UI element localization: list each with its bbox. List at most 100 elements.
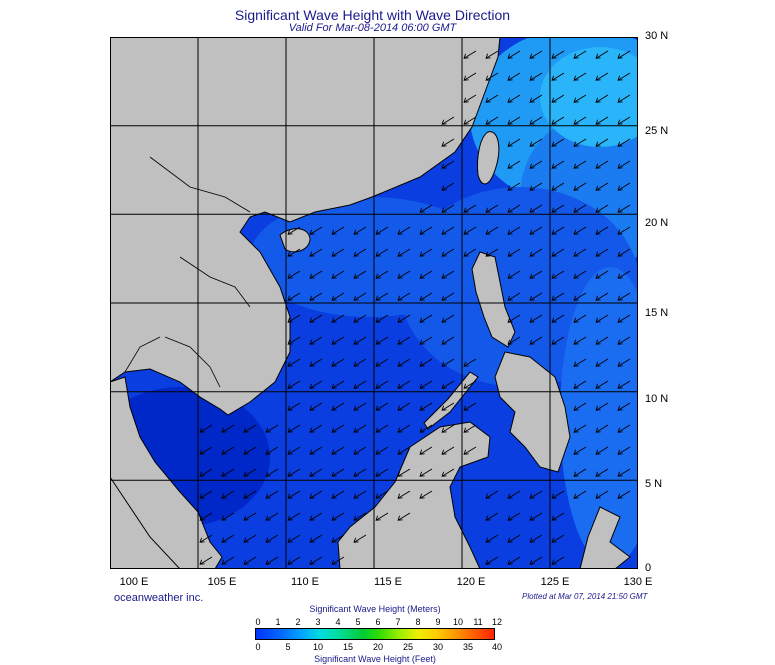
wave-direction-arrow: [375, 446, 389, 455]
wave-direction-arrow: [617, 116, 631, 125]
wave-direction-arrow: [441, 270, 455, 279]
lat-label-10n: 10 N: [645, 393, 669, 405]
wave-direction-arrow: [243, 424, 257, 433]
wave-direction-arrow: [507, 182, 521, 191]
wave-direction-arrow: [485, 490, 499, 499]
colorbar-meter-tick: 5: [355, 617, 361, 627]
wave-direction-arrow: [287, 358, 301, 367]
wave-direction-arrow: [309, 402, 323, 411]
wave-direction-arrow: [419, 402, 433, 411]
wave-direction-arrow: [617, 336, 631, 345]
lon-label-110e: 110 E: [291, 576, 319, 588]
wave-direction-arrow: [485, 556, 499, 565]
wave-direction-arrow: [265, 556, 279, 565]
wave-direction-arrow: [617, 138, 631, 147]
wave-direction-arrow: [617, 160, 631, 169]
wave-direction-arrow: [199, 446, 213, 455]
wave-direction-arrow: [331, 248, 345, 257]
wave-direction-arrow: [331, 424, 345, 433]
wave-direction-arrow: [595, 380, 609, 389]
wave-direction-arrow: [595, 468, 609, 477]
wave-direction-arrow: [595, 336, 609, 345]
wave-direction-arrow: [375, 424, 389, 433]
wave-direction-arrow: [595, 292, 609, 301]
colorbar-feet-tick: 20: [372, 642, 383, 652]
land: [110, 37, 631, 569]
lat-label-30n: 30 N: [645, 30, 669, 42]
wave-direction-arrow: [243, 534, 257, 543]
wave-direction-arrow: [507, 226, 521, 235]
colorbar-meter-tick: 7: [395, 617, 401, 627]
wave-direction-arrow: [617, 72, 631, 81]
wave-direction-arrow: [617, 270, 631, 279]
asia-mainland: [110, 37, 501, 416]
colorbar-meter-tick: 3: [315, 617, 321, 627]
wave-direction-arrow: [353, 512, 367, 521]
wave-direction-arrow: [375, 402, 389, 411]
wave-direction-arrow: [573, 468, 587, 477]
wave-direction-arrow: [551, 204, 565, 213]
wave-direction-arrow: [573, 402, 587, 411]
wave-direction-arrow: [331, 446, 345, 455]
colorbar-meter-tick: 2: [295, 617, 301, 627]
wave-direction-arrow: [595, 226, 609, 235]
wave-direction-arrow: [353, 446, 367, 455]
colorbar-feet-tick: 5: [285, 642, 291, 652]
wave-direction-arrow: [441, 468, 455, 477]
wave-direction-arrow: [243, 512, 257, 521]
wave-direction-arrow: [441, 402, 455, 411]
wave-direction-arrow: [551, 512, 565, 521]
wave-direction-arrow: [485, 534, 499, 543]
wave-direction-arrow: [353, 468, 367, 477]
wave-direction-arrow: [441, 380, 455, 389]
wave-direction-arrow: [595, 94, 609, 103]
colorbar-meter-tick: 9: [435, 617, 441, 627]
wave-direction-arrow: [441, 226, 455, 235]
colorbar-feet-tick: 25: [402, 642, 413, 652]
wave-direction-arrow: [419, 336, 433, 345]
wave-direction-arrow: [463, 204, 477, 213]
wave-direction-arrow: [463, 358, 477, 367]
wave-direction-arrow: [331, 314, 345, 323]
wave-direction-arrow: [595, 72, 609, 81]
wave-direction-arrow: [529, 204, 543, 213]
wave-direction-arrow: [595, 314, 609, 323]
wave-direction-arrow: [419, 314, 433, 323]
wave-direction-arrow: [309, 534, 323, 543]
plotted-timestamp: Plotted at Mar 07, 2014 21:50 GMT: [522, 592, 648, 601]
sumatra: [110, 476, 181, 569]
wave-direction-arrow: [309, 380, 323, 389]
wave-direction-arrow: [485, 204, 499, 213]
wave-direction-arrow: [595, 116, 609, 125]
wave-direction-arrow: [375, 292, 389, 301]
wave-direction-arrow: [529, 182, 543, 191]
colorbar-title-feet: Significant Wave Height (Feet): [314, 654, 436, 664]
colorbar-meter-tick: 6: [375, 617, 381, 627]
wave-direction-arrow: [309, 270, 323, 279]
wave-direction-arrow: [463, 402, 477, 411]
wave-direction-arrow: [529, 116, 543, 125]
wave-direction-arrow: [419, 380, 433, 389]
wave-direction-arrow: [573, 336, 587, 345]
wave-direction-arrow: [375, 270, 389, 279]
colorbar-feet-tick: 40: [491, 642, 502, 652]
wave-direction-arrow: [265, 424, 279, 433]
wave-direction-arrow: [353, 490, 367, 499]
colorbar-meter-tick: 8: [415, 617, 421, 627]
wave-direction-arrow: [265, 534, 279, 543]
wave-direction-arrow: [287, 556, 301, 565]
wave-direction-arrow: [595, 424, 609, 433]
wave-direction-arrow: [573, 270, 587, 279]
wave-direction-arrow: [287, 270, 301, 279]
wave-direction-arrow: [463, 72, 477, 81]
wave-direction-arrow: [287, 336, 301, 345]
wave-direction-arrow: [221, 446, 235, 455]
wave-direction-arrow: [595, 446, 609, 455]
wave-direction-arrow: [507, 94, 521, 103]
wave-direction-arrow: [199, 424, 213, 433]
wave-direction-arrow: [551, 182, 565, 191]
wave-direction-arrow: [397, 402, 411, 411]
wave-direction-arrow: [331, 402, 345, 411]
colorbar-feet-tick: 10: [312, 642, 323, 652]
wave-direction-arrow: [529, 270, 543, 279]
